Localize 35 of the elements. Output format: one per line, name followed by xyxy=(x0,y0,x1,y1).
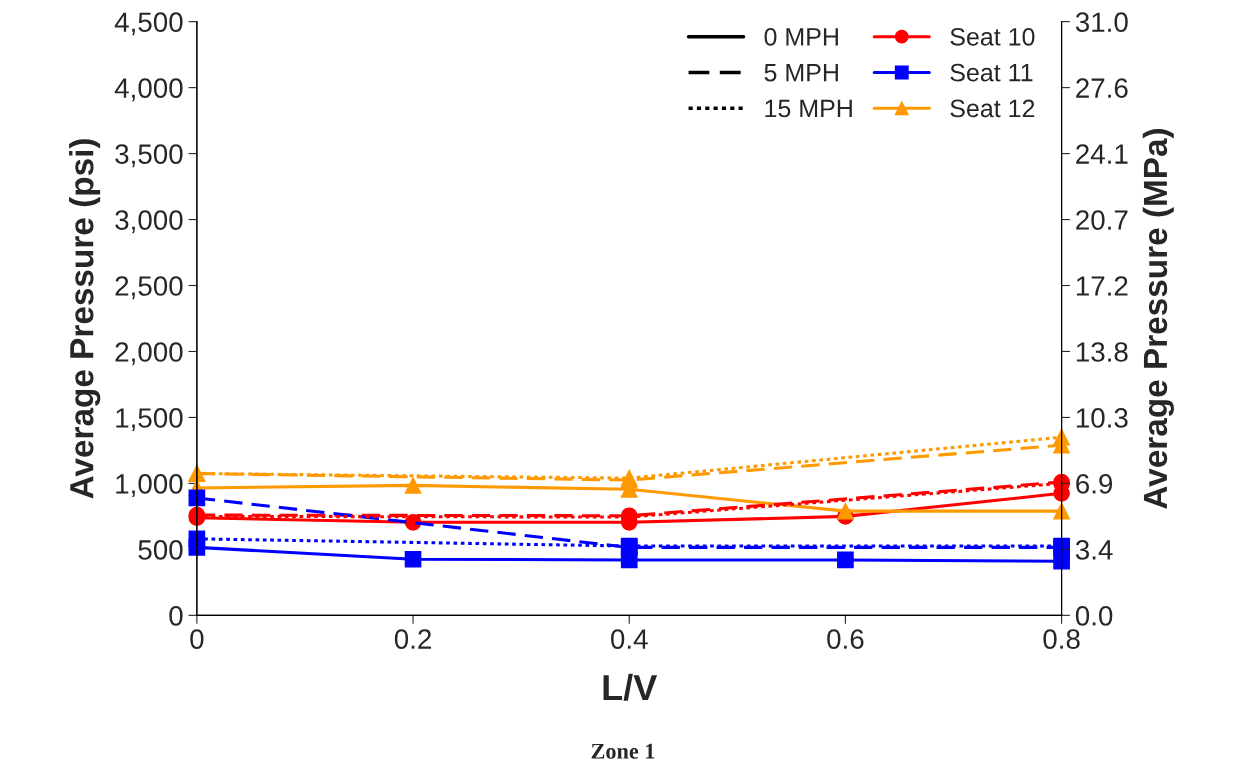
legend-label: Seat 12 xyxy=(950,99,1035,118)
annotation: 0 MPH xyxy=(764,27,838,46)
y2-tick-label: 3.4 xyxy=(1075,540,1113,560)
y2-tick-label: 31.0 xyxy=(1075,12,1128,33)
text: Zone 1 xyxy=(591,743,655,759)
y-tick-label: 3,000 xyxy=(115,210,183,234)
y-tick-label: 500 xyxy=(138,540,183,560)
y-tick-label: 3,500 xyxy=(115,144,183,168)
legend-label: Seat 10 xyxy=(950,27,1035,46)
legend-label: Seat 11 xyxy=(950,63,1033,82)
y2-tick-label: 17.2 xyxy=(1076,276,1128,296)
x-tick-label: 0.8 xyxy=(1043,629,1080,649)
y-tick-label: 1,500 xyxy=(116,408,183,432)
x-tick-label: 0.6 xyxy=(827,629,864,649)
y2-tick-label: 10.3 xyxy=(1076,408,1128,428)
y-tick-label: 2,500 xyxy=(115,276,183,300)
y2-tick-label: 27.6 xyxy=(1076,78,1128,98)
y-tick-label: 4,000 xyxy=(114,78,183,102)
y2-tick-label: 6.9 xyxy=(1076,474,1113,494)
y2-axis-title: Average Pressure (MPa) xyxy=(1142,129,1174,509)
y2-tick-label: 13.8 xyxy=(1076,342,1128,362)
x-tick-label: 0 xyxy=(190,629,204,649)
x-tick-label: 0.2 xyxy=(394,629,431,649)
y-tick-label: 1,000 xyxy=(116,474,183,498)
annotation: 5 MPH xyxy=(764,64,838,82)
y-tick-label: 2,000 xyxy=(115,342,183,366)
y-axis-title: Average Pressure (psi) xyxy=(69,139,101,499)
y2-tick-label: 0.0 xyxy=(1075,606,1113,626)
annotation: 15 MPH xyxy=(765,99,852,118)
y-tick-label: 0 xyxy=(169,606,183,626)
y2-tick-label: 24.1 xyxy=(1076,144,1128,164)
x-axis-title: L/V xyxy=(603,673,658,701)
y-tick-label: 4,500 xyxy=(114,12,183,36)
y2-tick-label: 20.7 xyxy=(1076,210,1128,230)
x-tick-label: 0.4 xyxy=(611,629,648,649)
